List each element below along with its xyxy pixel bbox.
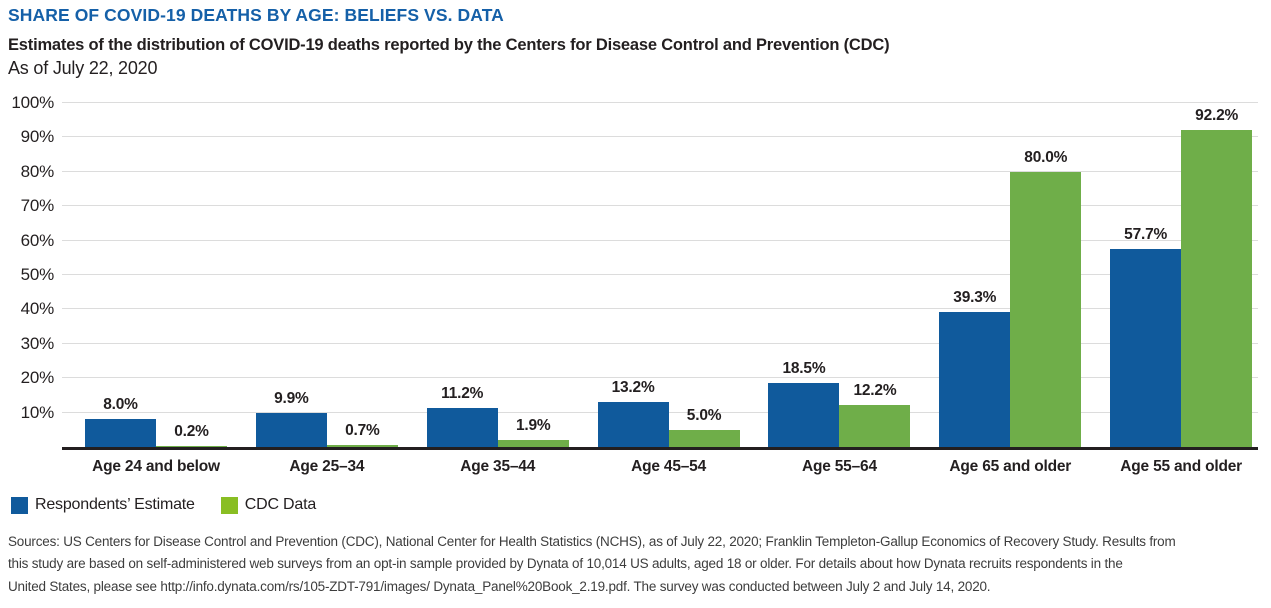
bar-slot: 1.9% bbox=[497, 103, 569, 447]
sources: Sources: US Centers for Disease Control … bbox=[8, 531, 1269, 598]
bar-cdc bbox=[156, 445, 227, 447]
legend-swatch-cdc bbox=[220, 496, 238, 514]
source-line: Sources: US Centers for Disease Control … bbox=[8, 534, 1176, 549]
y-axis-tick: 50% bbox=[20, 265, 55, 284]
y-axis-tick: 20% bbox=[20, 368, 55, 388]
x-axis-label: Age 35–44 bbox=[460, 458, 536, 475]
y-axis-tick: 40% bbox=[20, 299, 55, 319]
legend-label-respondents: Respondents’ Estimate bbox=[35, 496, 195, 513]
bar-pair: 13.2% 5.0% bbox=[597, 103, 740, 447]
bar-group: 18.5% 12.2% Age 55–64 bbox=[745, 103, 916, 475]
bar-pair: 18.5% 12.2% bbox=[768, 103, 911, 447]
gridline bbox=[62, 377, 1258, 379]
y-axis-tick: 60% bbox=[20, 230, 55, 250]
bar-value-label: 80.0% bbox=[1024, 148, 1068, 166]
bar-group: 57.7% 92.2% Age 55 and older bbox=[1087, 103, 1258, 475]
bar-slot: 9.9% bbox=[255, 103, 327, 447]
x-axis-label: Age 45–54 bbox=[631, 458, 706, 475]
y-axis-tick: 70% bbox=[20, 196, 55, 216]
x-axis-label: Age 24 and below bbox=[92, 458, 220, 475]
bar-slot: 13.2% bbox=[597, 103, 669, 447]
bar-respondents bbox=[426, 408, 498, 447]
bar-cdc bbox=[1181, 129, 1253, 447]
bar-slot: 18.5% bbox=[768, 103, 840, 447]
bar-value-label: 0.7% bbox=[345, 421, 380, 439]
bar-slot: 0.7% bbox=[326, 103, 398, 447]
y-axis-tick: 10% bbox=[20, 402, 55, 422]
gridline bbox=[62, 239, 1258, 241]
bar-slot: 39.3% bbox=[939, 103, 1011, 447]
bar-value-label: 0.2% bbox=[174, 422, 209, 440]
bar-value-label: 39.3% bbox=[953, 288, 997, 306]
bar-respondents bbox=[597, 401, 669, 447]
x-axis-label: Age 55 and older bbox=[1120, 458, 1242, 475]
bar-cdc bbox=[326, 444, 398, 447]
bar-value-label: 1.9% bbox=[515, 417, 551, 435]
bar-pair: 39.3% 80.0% bbox=[939, 103, 1082, 447]
y-axis-tick: 30% bbox=[20, 333, 55, 353]
plot-area: 10% 20% 30% 40% 50% 60% 70% 80% 90% 100% 8.0% 0.2% A… bbox=[11, 93, 1258, 475]
legend-swatch-respondents bbox=[11, 496, 28, 514]
chart-subtitle: Estimates of the distribution of COVID-1… bbox=[8, 36, 890, 54]
chart-title: SHARE OF COVID-19 DEATHS BY AGE: BELIEFS… bbox=[8, 5, 504, 25]
bar-group: 39.3% 80.0% Age 65 and older bbox=[916, 103, 1087, 475]
legend-item-cdc: CDC Data bbox=[220, 496, 317, 514]
bar-slot: 80.0% bbox=[1010, 103, 1082, 447]
bar-slot: 0.2% bbox=[156, 103, 227, 447]
bar-value-label: 18.5% bbox=[782, 360, 826, 378]
bar-group: 8.0% 0.2% Age 24 and below bbox=[62, 103, 233, 475]
legend-label-cdc: CDC Data bbox=[244, 496, 317, 513]
y-axis-tick: 90% bbox=[20, 127, 55, 147]
bar-slot: 12.2% bbox=[839, 103, 911, 447]
bar-value-label: 13.2% bbox=[611, 378, 655, 396]
bar-pair: 57.7% 92.2% bbox=[1110, 103, 1253, 447]
bar-respondents bbox=[768, 383, 840, 447]
bar-value-label: 8.0% bbox=[103, 396, 138, 414]
gridline bbox=[62, 170, 1258, 172]
bar-group: 11.2% 1.9% Age 35–44 bbox=[404, 103, 575, 475]
bar-value-label: 11.2% bbox=[441, 385, 484, 403]
bar-value-label: 92.2% bbox=[1195, 106, 1239, 124]
bar-group: 13.2% 5.0% Age 45–54 bbox=[575, 103, 746, 475]
bar-value-label: 57.7% bbox=[1124, 225, 1168, 243]
bar-slot: 57.7% bbox=[1110, 103, 1182, 447]
bar-cdc bbox=[839, 405, 911, 447]
bar-pair: 11.2% 1.9% bbox=[426, 103, 569, 447]
bar-respondents bbox=[85, 419, 156, 447]
source-line: United States, please see http://info.dy… bbox=[8, 578, 991, 594]
bar-respondents bbox=[1110, 248, 1182, 447]
bar-pair: 9.9% 0.7% bbox=[255, 103, 398, 447]
bar-group: 9.9% 0.7% Age 25–34 bbox=[233, 103, 404, 475]
bar-cdc bbox=[497, 440, 569, 447]
chart-date-line: As of July 22, 2020 bbox=[8, 58, 158, 78]
source-line: this study are based on self-administere… bbox=[8, 556, 1123, 572]
bar-respondents bbox=[939, 311, 1011, 447]
bar-slot: 11.2% bbox=[426, 103, 498, 447]
bar-pair: 8.0% 0.2% bbox=[85, 103, 227, 447]
x-axis-label: Age 65 and older bbox=[949, 458, 1072, 475]
gridline bbox=[62, 342, 1258, 344]
gridline bbox=[62, 205, 1258, 207]
legend-item-respondents: Respondents’ Estimate bbox=[11, 496, 195, 514]
bar-cdc bbox=[1010, 171, 1082, 447]
legend: Respondents’ Estimate CDC Data bbox=[11, 496, 316, 514]
bar-slot: 8.0% bbox=[85, 103, 156, 447]
gridline bbox=[62, 102, 1258, 103]
y-axis-tick: 80% bbox=[20, 161, 55, 181]
x-axis-label: Age 55–64 bbox=[801, 458, 877, 475]
gridline bbox=[62, 274, 1258, 275]
gridline bbox=[62, 136, 1258, 138]
bar-value-label: 12.2% bbox=[853, 382, 897, 400]
bar-value-label: 9.9% bbox=[274, 389, 309, 407]
bar-value-label: 5.0% bbox=[686, 406, 722, 424]
x-axis-label: Age 25–34 bbox=[289, 458, 365, 475]
gridline bbox=[62, 308, 1258, 310]
bar-slot: 5.0% bbox=[668, 103, 740, 447]
y-axis-tick: 100% bbox=[11, 93, 54, 112]
bar-respondents bbox=[255, 412, 327, 447]
bar-slot: 92.2% bbox=[1181, 103, 1253, 447]
bar-cdc bbox=[668, 429, 740, 447]
